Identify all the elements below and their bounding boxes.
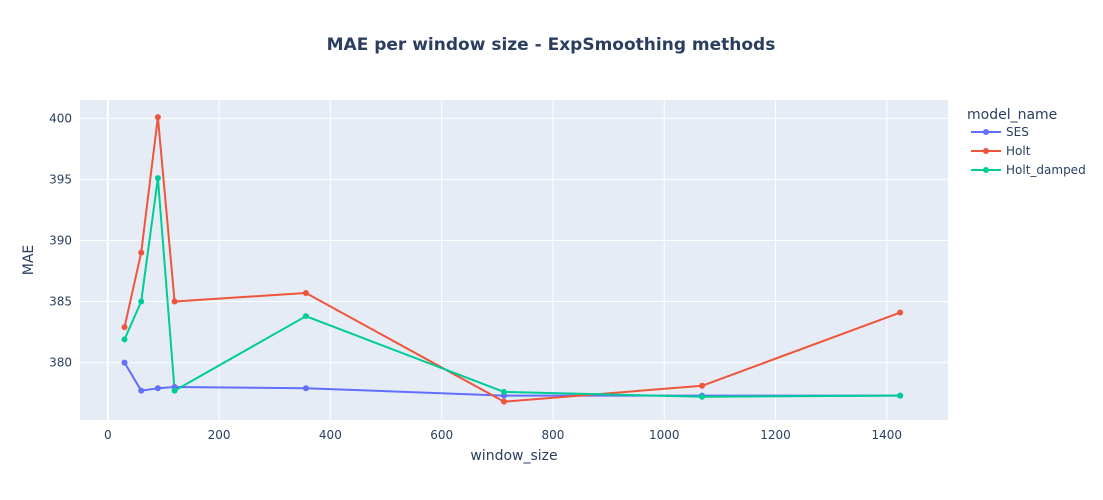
chart-title: MAE per window size - ExpSmoothing metho…	[327, 35, 776, 55]
y-tick-label: 385	[49, 295, 72, 309]
data-point-holt	[171, 298, 178, 305]
legend: model_name SES Holt Holt_damped	[967, 107, 1086, 177]
data-point-ses	[138, 387, 145, 394]
legend-label-ses: SES	[1006, 125, 1029, 139]
x-tick-label: 0	[104, 428, 112, 442]
x-tick-label: 400	[319, 428, 342, 442]
data-point-holt	[121, 324, 128, 331]
series-line-holt	[123, 116, 901, 403]
data-point-holt	[500, 398, 507, 405]
data-point-holt-damped	[154, 175, 161, 182]
data-point-ses	[121, 359, 128, 366]
x-tick-label: 1400	[872, 428, 903, 442]
data-point-holt-damped	[138, 298, 145, 305]
data-point-holt	[154, 114, 161, 121]
data-point-holt	[699, 382, 706, 389]
legend-items: SES Holt Holt_damped	[971, 125, 1086, 177]
data-point-holt-damped	[302, 313, 309, 320]
x-tick-label: 800	[541, 428, 564, 442]
x-tick-label: 1000	[649, 428, 680, 442]
x-tick-label: 1200	[760, 428, 791, 442]
y-axis-title: MAE	[21, 245, 37, 276]
data-point-holt	[138, 249, 145, 256]
series-line-holt-damped	[123, 177, 901, 398]
plot-background	[80, 100, 948, 420]
tick-labels: 0 200 400 600 800 1000 1200 1400 380 385 390 395 400	[49, 111, 902, 442]
data-point-holt-damped	[121, 336, 128, 343]
data-point-holt-damped	[699, 393, 706, 400]
x-axis-title: window_size	[470, 448, 557, 464]
x-tick-label: 200	[208, 428, 231, 442]
data-point-holt-damped	[500, 388, 507, 395]
data-point-holt-damped	[171, 387, 178, 394]
legend-title: model_name	[967, 107, 1057, 123]
legend-marker-holt	[983, 148, 989, 154]
data-point-ses	[302, 385, 309, 392]
data-point-holt	[897, 309, 904, 316]
y-tick-label: 380	[49, 356, 72, 370]
grid	[80, 100, 948, 420]
x-tick-label: 600	[430, 428, 453, 442]
legend-label-holt: Holt	[1006, 144, 1031, 158]
y-tick-label: 400	[49, 111, 72, 125]
data-point-holt-damped	[897, 392, 904, 399]
data-point-ses	[154, 385, 161, 392]
legend-label-holt-damped: Holt_damped	[1006, 163, 1086, 177]
legend-marker-holt-damped	[983, 167, 989, 173]
y-tick-label: 390	[49, 233, 72, 247]
data-point-holt	[302, 289, 309, 296]
legend-marker-ses	[983, 129, 989, 135]
y-tick-label: 395	[49, 172, 72, 186]
series-points	[121, 114, 904, 405]
